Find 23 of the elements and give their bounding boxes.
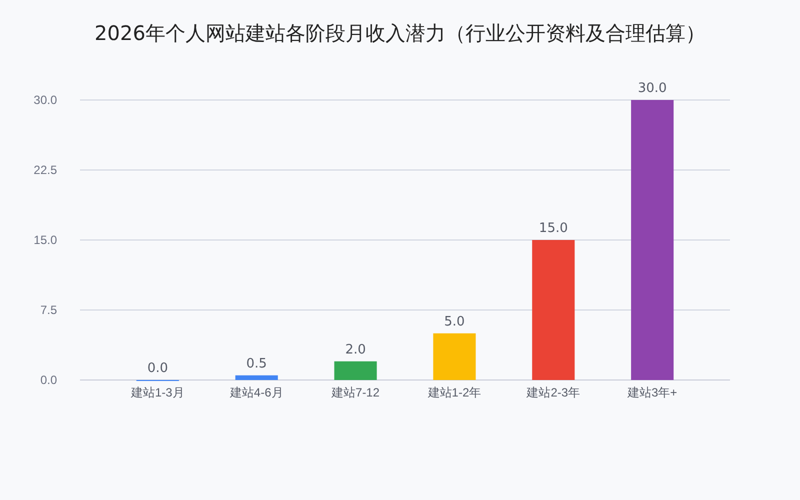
x-tick-label: 建站4-6月 — [228, 386, 284, 400]
data-label: 0.0 — [147, 361, 168, 376]
x-tick-label: 建站2-3年 — [526, 386, 580, 400]
y-tick-label: 0.0 — [40, 372, 58, 387]
y-tick-label: 22.5 — [34, 162, 58, 177]
bar — [631, 100, 674, 380]
y-tick-label: 30.0 — [34, 92, 58, 107]
y-tick-label: 7.5 — [40, 302, 58, 317]
data-label: 0.5 — [246, 356, 267, 372]
bar — [334, 361, 377, 380]
x-tick-label: 建站7-12 — [330, 386, 380, 400]
data-label: 15.0 — [538, 221, 568, 236]
bar — [532, 240, 575, 380]
y-tick-label: 15.0 — [34, 232, 58, 247]
data-label: 2.0 — [345, 342, 366, 358]
x-tick-label: 建站1-3月 — [130, 386, 184, 400]
x-tick-label: 建站3年+ — [626, 386, 678, 400]
data-label: 5.0 — [444, 314, 465, 330]
chart-title: 2026年个人网站建站各阶段月收入潜力（行业公开资料及合理估算） — [94, 21, 706, 45]
x-tick-label: 建站1-2年 — [426, 386, 482, 400]
bar — [433, 333, 476, 380]
data-label: 30.0 — [638, 81, 667, 96]
bar — [235, 375, 278, 380]
